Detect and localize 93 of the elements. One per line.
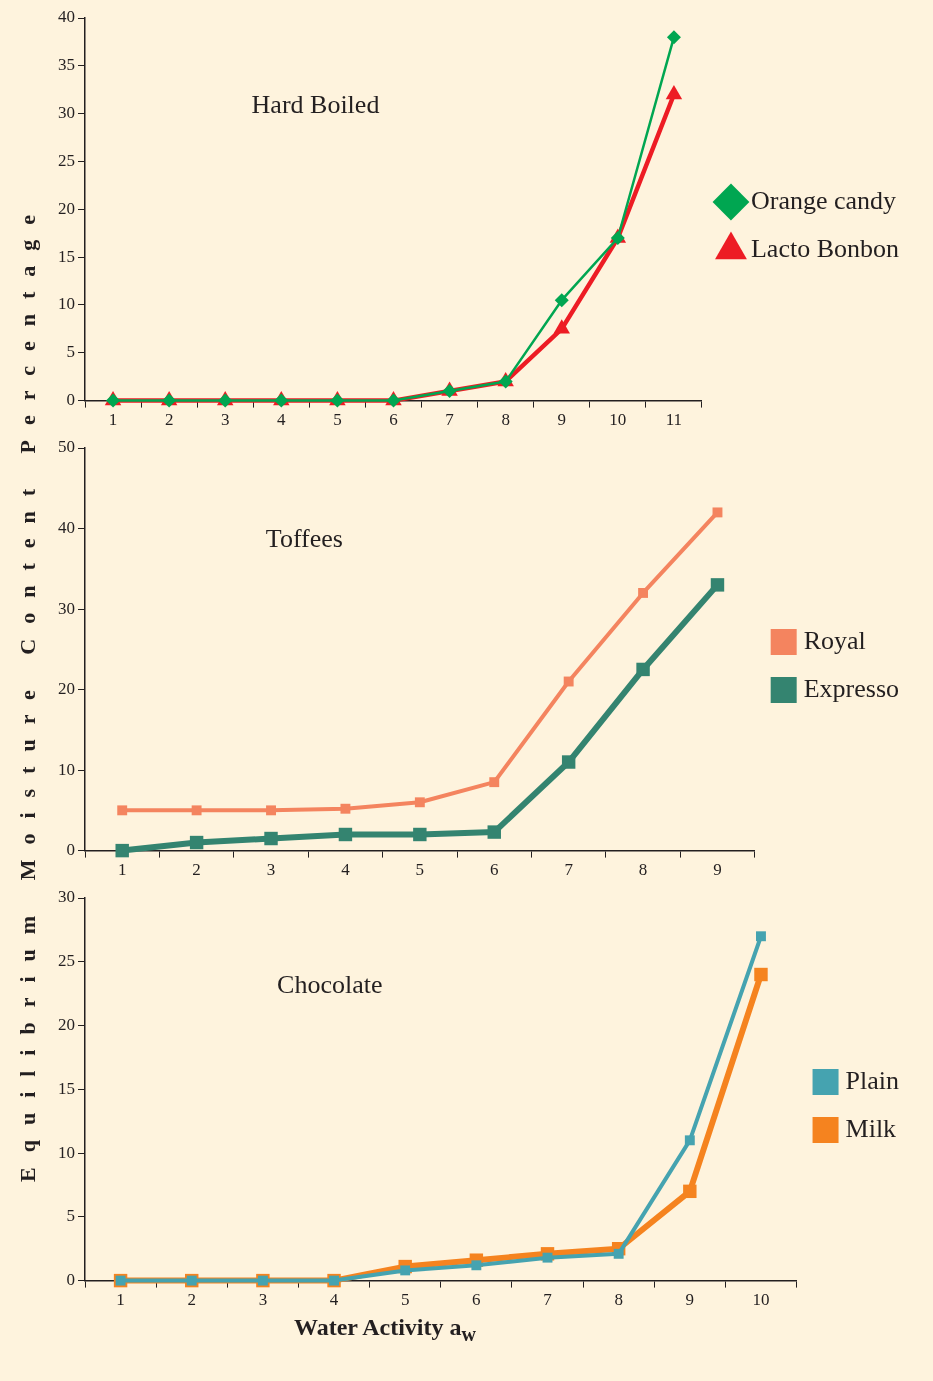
point (684, 1135, 695, 1146)
legend-label: Expresso (803, 673, 900, 703)
point (712, 507, 723, 518)
point (413, 827, 427, 842)
y-tick-label: 15 (58, 246, 75, 266)
y-tick-label: 0 (66, 390, 75, 410)
x-tick-label: 1 (117, 860, 127, 880)
x-tick-label: 9 (685, 1290, 695, 1310)
point (338, 827, 353, 842)
y-tick-label: 20 (58, 1015, 75, 1034)
point (489, 777, 500, 788)
x-tick-label: 4 (341, 860, 351, 880)
point (191, 805, 202, 816)
y-tick-label: 25 (58, 150, 75, 170)
x-tick-label: 6 (389, 410, 398, 430)
point (683, 1184, 697, 1199)
x-tick-label: 9 (557, 410, 566, 430)
point (115, 843, 129, 858)
point (756, 931, 766, 942)
y-tick-label: 10 (58, 294, 75, 314)
x-tick-label: 8 (614, 1290, 623, 1310)
y-tick-label: 10 (58, 759, 75, 779)
x-tick-label: 5 (400, 1290, 410, 1310)
x-tick-label: 5 (333, 410, 342, 430)
legend-label: Plain (845, 1065, 900, 1095)
y-tick-label: 30 (58, 887, 75, 907)
x-tick-label: 2 (192, 860, 201, 880)
y-tick-label: 0 (66, 840, 75, 860)
x-tick-label: 3 (266, 860, 276, 880)
y-tick-label: 5 (66, 342, 75, 362)
y-tick-label: 30 (58, 103, 75, 123)
x-tick-label: 4 (277, 410, 287, 430)
x-tick-label: 6 (490, 860, 499, 880)
x-tick-label: 11 (665, 410, 683, 430)
point (563, 676, 574, 687)
x-tick-label: 10 (609, 410, 627, 430)
y-tick-label: 20 (58, 198, 75, 218)
x-tick-label: 7 (445, 410, 455, 430)
y-tick-label: 40 (58, 517, 75, 537)
x-tick-label: 2 (164, 410, 174, 430)
point (266, 805, 276, 816)
point (400, 1265, 411, 1276)
y-axis-title: Equilibrium Moisture Content Percentage (14, 199, 41, 1182)
y-tick-label: 50 (58, 437, 75, 457)
x-tick-label: 2 (187, 1290, 196, 1310)
point (554, 293, 569, 308)
y-tick-label: 10 (58, 1142, 75, 1162)
x-tick-label: 10 (752, 1290, 770, 1310)
x-tick-label: 5 (415, 860, 425, 880)
legend-label: Lacto Bonbon (750, 233, 899, 263)
legend-label: Milk (845, 1113, 897, 1143)
y-tick-label: 30 (58, 598, 75, 618)
point (754, 967, 768, 982)
point (189, 835, 204, 850)
x-tick-label: 1 (116, 1290, 125, 1310)
x-tick-label: 8 (638, 860, 648, 880)
y-tick-label: 25 (58, 951, 75, 971)
y-tick-label: 0 (66, 1270, 75, 1290)
point (117, 805, 128, 816)
y-tick-label: 20 (58, 679, 75, 699)
point (414, 797, 425, 808)
y-tick-label: 15 (58, 1078, 75, 1098)
x-tick-label: 7 (564, 860, 574, 880)
point (613, 1248, 624, 1259)
x-tick-label: 3 (220, 410, 230, 430)
y-tick-label: 35 (58, 55, 75, 75)
y-tick-label: 40 (58, 7, 75, 27)
point (471, 1260, 482, 1271)
x-tick-label: 7 (543, 1290, 553, 1310)
text: Hard Boiled (251, 89, 380, 119)
point (636, 662, 650, 677)
point (561, 755, 576, 769)
x-tick-label: 9 (713, 860, 722, 880)
point (710, 578, 725, 592)
x-tick-label: 1 (108, 410, 118, 430)
x-axis-title: Water Activity a$_{w}$ (293, 1314, 477, 1346)
legend-label: Orange candy (750, 185, 897, 215)
point (340, 803, 351, 814)
y-tick-label: 5 (66, 1206, 75, 1226)
text: Toffees (265, 524, 343, 554)
point (264, 831, 278, 846)
point (638, 587, 649, 598)
x-tick-label: 6 (472, 1290, 481, 1310)
point (666, 30, 681, 45)
x-tick-label: 3 (258, 1290, 268, 1310)
x-tick-label: 8 (501, 410, 510, 430)
point (487, 825, 501, 839)
point (542, 1252, 553, 1263)
point (665, 85, 683, 100)
legend-label: Royal (803, 625, 866, 655)
point (553, 319, 570, 334)
text: Chocolate (277, 969, 383, 999)
x-tick-label: 4 (329, 1290, 339, 1310)
